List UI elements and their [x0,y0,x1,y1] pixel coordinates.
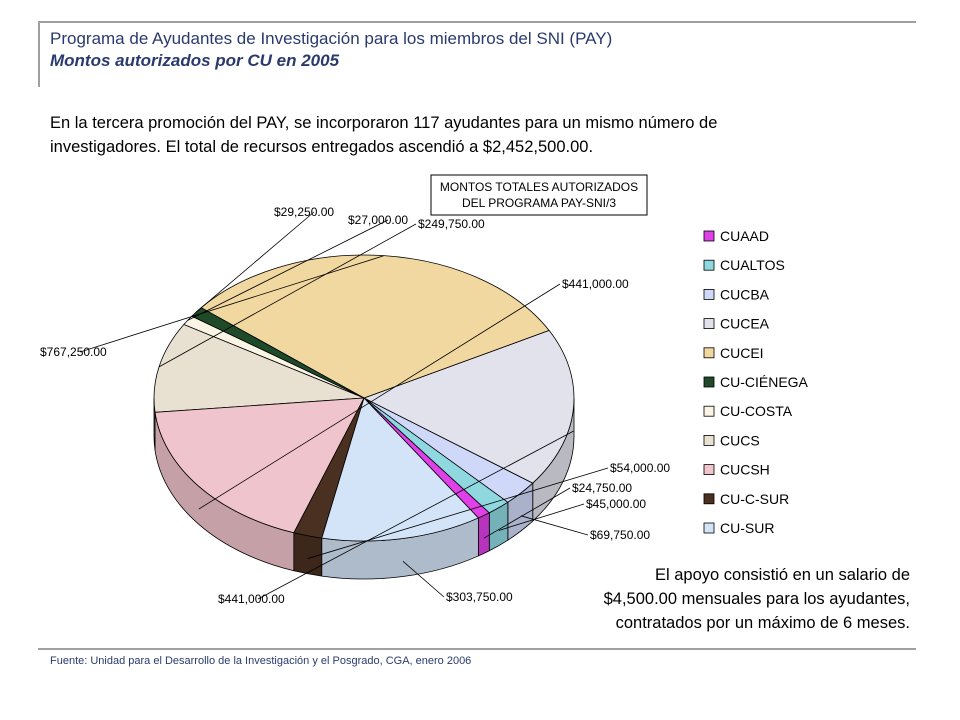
data-label-cucei: $767,250.00 [40,345,107,359]
data-label-cucba: $69,750.00 [590,528,650,542]
chart-title-box [430,174,648,216]
leader-line [158,223,417,368]
pie-slice-cucea [362,329,575,484]
data-label-cu-sur: $303,750.00 [446,590,513,604]
support-note: El apoyo consistió en un salario de $4,5… [540,563,910,635]
data-label-cu-ciénega: $29,250.00 [274,205,334,219]
note-line: $4,500.00 mensuales para los ayudantes, [603,590,910,608]
legend-label-cualtos: CUALTOS [720,257,785,273]
legend-label-cucs: CUCS [720,432,760,448]
leader-line [198,283,561,510]
source-note: Fuente: Unidad para el Desarrollo de la … [50,655,472,667]
intro-paragraph: En la tercera promoción del PAY, se inco… [50,114,718,156]
pie-side-cu-c-sur [293,532,323,577]
header-left-rule [38,21,40,87]
legend-label-cuaad: CUAAD [720,228,769,244]
legend-label-cu-costa: CU-COSTA [720,403,793,419]
data-label-cucsh: $441,000.00 [562,277,629,291]
leader-line [257,430,574,600]
leader-line [498,503,585,531]
legend-swatch-cualtos [703,259,715,271]
legend-label-cu-c-sur: CU-C-SUR [720,491,789,507]
leader-line [196,211,315,313]
legend-label-cucsh: CUCSH [720,462,770,478]
leader-line [79,255,385,353]
pie-slice-cucsh [154,397,365,534]
note-line: El apoyo consistió en un salario de [655,566,910,584]
leader-line [520,515,589,536]
legend-label-cu-sur: CU-SUR [720,520,774,536]
data-label-cucea: $441,000.00 [218,592,285,606]
leader-line [187,219,389,321]
legend-swatch-cucsh [703,464,715,476]
pie-side-cuaad [477,512,490,557]
page-subtitle: Montos autorizados por CU en 2005 [50,51,340,70]
leader-line [307,467,609,559]
leader-line [402,561,445,598]
legend-label-cucea: CUCEA [720,316,770,332]
legend-swatch-cucs [703,434,715,446]
chart-title-line: MONTOS TOTALES AUTORIZADOS [440,180,638,194]
footer-rule [38,648,916,650]
legend-swatch-cu-costa [703,405,715,417]
legend-swatch-cucba [703,288,715,300]
legend-swatch-cuaad [703,230,715,242]
chart-title-line: DEL PROGRAMA PAY-SNI/3 [462,196,616,210]
legend-label-cu-ciénega: CU-CIÉNEGA [720,374,809,390]
legend-swatch-cucei [703,347,715,359]
data-label-cucs: $249,750.00 [418,217,485,231]
pie-slice-cu-sur [321,397,480,542]
header-rule [38,21,916,23]
data-label-cu-costa: $27,000.00 [348,213,408,227]
legend-swatch-cu-ciénega [703,376,715,388]
legend-label-cucei: CUCEI [720,345,764,361]
legend-swatch-cu-sur [703,522,715,534]
leader-line [483,487,571,539]
data-label-cualtos: $45,000.00 [586,497,646,511]
data-label-cu-c-sur: $54,000.00 [610,461,670,475]
legend-swatch-cu-c-sur [703,493,715,505]
legend-swatch-cucea [703,318,715,330]
pie-slice-cucs [153,324,365,413]
legend-label-cucba: CUCBA [720,286,770,302]
page-title: Programa de Ayudantes de Investigación p… [50,29,613,48]
note-line: contratados por un máximo de 6 meses. [615,614,910,632]
data-label-cuaad: $24,750.00 [572,481,632,495]
